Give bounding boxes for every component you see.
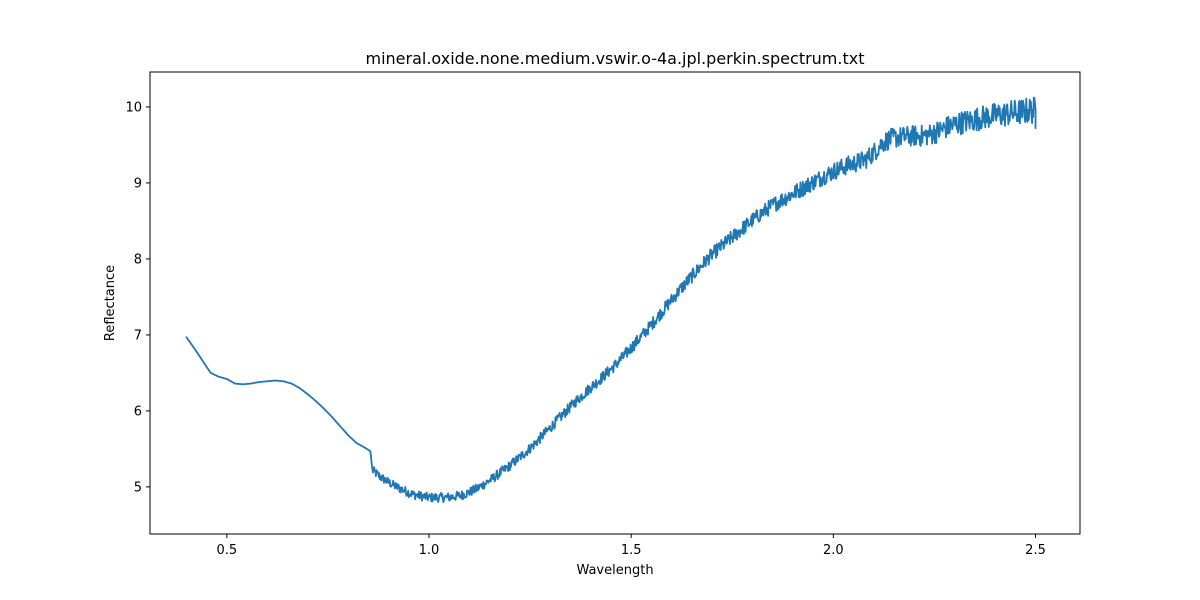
y-tick-label: 8	[134, 252, 142, 267]
chart-title: mineral.oxide.none.medium.vswir.o-4a.jpl…	[366, 49, 865, 68]
y-axis: 5 6 7 8 9 10	[125, 100, 150, 495]
x-tick-label: 1.5	[621, 543, 642, 558]
x-tick-label: 2.5	[1025, 543, 1046, 558]
y-tick-label: 9	[134, 176, 142, 191]
y-tick-label: 6	[134, 404, 142, 419]
series-line	[185, 96, 1037, 504]
series-layer	[185, 96, 1037, 504]
x-axis: 0.5 1.0 1.5 2.0 2.5	[216, 534, 1046, 558]
y-tick-label: 5	[134, 480, 142, 495]
plot-frame	[149, 71, 1081, 535]
y-tick-label: 10	[125, 100, 142, 115]
x-tick-label: 2.0	[823, 543, 844, 558]
y-axis-label: Reflectance	[103, 265, 118, 341]
y-tick-label: 7	[134, 328, 142, 343]
x-tick-label: 1.0	[419, 543, 440, 558]
x-tick-label: 0.5	[216, 543, 237, 558]
x-axis-label: Wavelength	[576, 563, 653, 578]
